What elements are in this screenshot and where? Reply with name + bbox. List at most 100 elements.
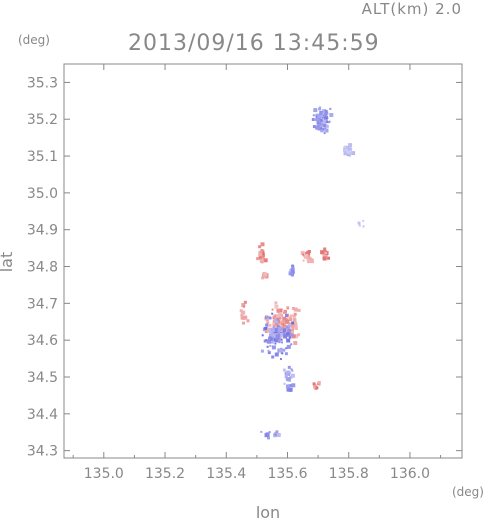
data-point [256, 257, 260, 261]
data-point [239, 309, 243, 313]
data-point [346, 150, 350, 154]
data-point [278, 341, 281, 344]
data-points [239, 106, 365, 440]
data-point [324, 252, 327, 255]
data-point [281, 352, 284, 355]
data-point [285, 319, 290, 324]
data-point [273, 322, 276, 325]
data-point [348, 143, 353, 148]
y-tick-label: 34.4 [27, 407, 58, 423]
y-tick-label: 35.2 [27, 112, 58, 128]
data-point [281, 341, 283, 344]
data-point [276, 308, 281, 313]
data-point [270, 333, 274, 337]
data-point [285, 318, 289, 322]
data-point [347, 146, 352, 151]
data-point [274, 319, 279, 323]
x-tick-label: 135.0 [84, 466, 124, 482]
data-point [275, 339, 279, 343]
data-point [291, 271, 295, 275]
data-point [279, 320, 283, 324]
data-point [246, 319, 250, 323]
data-point [278, 308, 283, 313]
data-point [259, 258, 264, 263]
data-point [324, 109, 328, 113]
data-point [265, 315, 268, 318]
data-point [290, 268, 293, 271]
data-point [321, 116, 324, 119]
data-point [275, 430, 279, 434]
data-point [317, 118, 321, 122]
data-point [275, 335, 280, 340]
data-point [279, 314, 282, 317]
data-point [357, 221, 361, 225]
data-point [309, 256, 312, 259]
data-point [284, 374, 288, 378]
data-point [320, 124, 324, 128]
data-point [288, 384, 292, 388]
data-point [300, 250, 305, 255]
data-point [260, 256, 264, 260]
data-point [290, 333, 294, 337]
data-point [323, 253, 328, 258]
data-point [263, 339, 267, 343]
data-point [288, 387, 293, 392]
x-tick-label: 135.4 [206, 466, 246, 482]
data-point [288, 322, 291, 325]
y-tick-label: 34.5 [27, 370, 58, 386]
data-point [286, 338, 291, 343]
data-point [274, 321, 279, 326]
data-point [291, 269, 294, 273]
data-point [323, 112, 327, 117]
y-tick-label: 35.0 [27, 186, 58, 202]
data-point [292, 307, 295, 310]
data-point [312, 125, 316, 129]
y-unit-label: (deg) [18, 33, 50, 47]
y-axis: 34.3 34.4 34.5 34.6 34.7 34.8 34.9 35.0 35.1 35.2… [27, 75, 462, 460]
data-point [312, 382, 316, 386]
data-point [323, 247, 327, 251]
data-point [286, 377, 291, 382]
data-point [286, 370, 290, 375]
data-point [318, 383, 321, 386]
data-point [282, 368, 286, 372]
data-point [274, 352, 279, 357]
y-tick-label: 35.3 [27, 75, 58, 91]
data-point [294, 321, 298, 325]
y-tick-label: 35.1 [27, 149, 58, 165]
data-point [323, 129, 326, 132]
data-point [329, 113, 334, 117]
y-tick-label: 34.9 [27, 223, 58, 239]
data-point [307, 261, 310, 264]
data-point [264, 433, 269, 438]
data-point [274, 432, 277, 435]
data-point [272, 333, 277, 338]
data-point [263, 258, 268, 263]
data-point [283, 382, 286, 385]
data-point [343, 151, 348, 156]
data-point [261, 334, 264, 337]
y-tick-label: 34.6 [27, 333, 58, 349]
data-point [291, 328, 294, 331]
data-point [289, 314, 293, 318]
data-point [260, 249, 264, 253]
data-point [266, 326, 269, 329]
data-point [362, 225, 365, 228]
data-point [278, 348, 283, 353]
data-point [283, 309, 287, 314]
data-point [272, 326, 276, 330]
data-point [241, 310, 246, 315]
data-point [292, 328, 295, 331]
data-point [281, 320, 285, 324]
data-point [323, 115, 328, 120]
x-tick-label: 136.0 [390, 466, 430, 482]
x-tick-label: 135.6 [267, 466, 307, 482]
data-point [349, 151, 353, 155]
data-point [260, 349, 264, 353]
data-point [297, 308, 301, 312]
data-point [349, 153, 352, 156]
data-point [287, 307, 289, 310]
data-point [293, 312, 297, 316]
data-point [286, 344, 291, 349]
